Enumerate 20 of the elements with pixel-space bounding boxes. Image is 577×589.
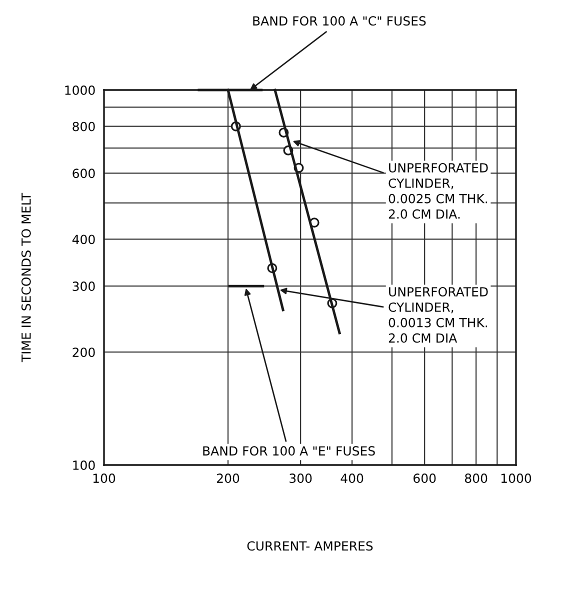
y-tick-label: 200 xyxy=(72,348,95,358)
x-tick-label: 200 xyxy=(217,474,240,484)
annotation: BAND FOR 100 A "C" FUSES xyxy=(253,16,426,26)
annotation: BAND FOR 100 A "E" FUSES xyxy=(203,446,375,456)
y-tick-label: 600 xyxy=(72,168,95,178)
x-tick-label: 100 xyxy=(93,474,116,484)
x-tick-label: 400 xyxy=(340,474,364,484)
annotation: UNPERFORATED CYLINDER, 0.0013 CM THK. 2.0 CM DIA xyxy=(388,287,488,343)
y-tick-label: 300 xyxy=(72,282,95,292)
x-axis-title: CURRENT- AMPERES xyxy=(247,541,373,551)
x-tick-label: 1000 xyxy=(501,474,532,484)
x-tick-label: 300 xyxy=(290,474,312,484)
y-tick-label: 1000 xyxy=(65,85,95,95)
y-tick-label: 400 xyxy=(72,234,95,244)
y-axis-title: TIME IN SECONDS TO MELT xyxy=(21,192,31,362)
x-tick-label: 800 xyxy=(464,474,488,484)
y-tick-label: 800 xyxy=(72,122,95,132)
y-tick-label: 100 xyxy=(73,460,95,470)
x-tick-label: 600 xyxy=(414,474,436,484)
annotation: UNPERFORATED CYLINDER, 0.0025 CM THK. 2.0 CM DIA. xyxy=(388,163,488,219)
